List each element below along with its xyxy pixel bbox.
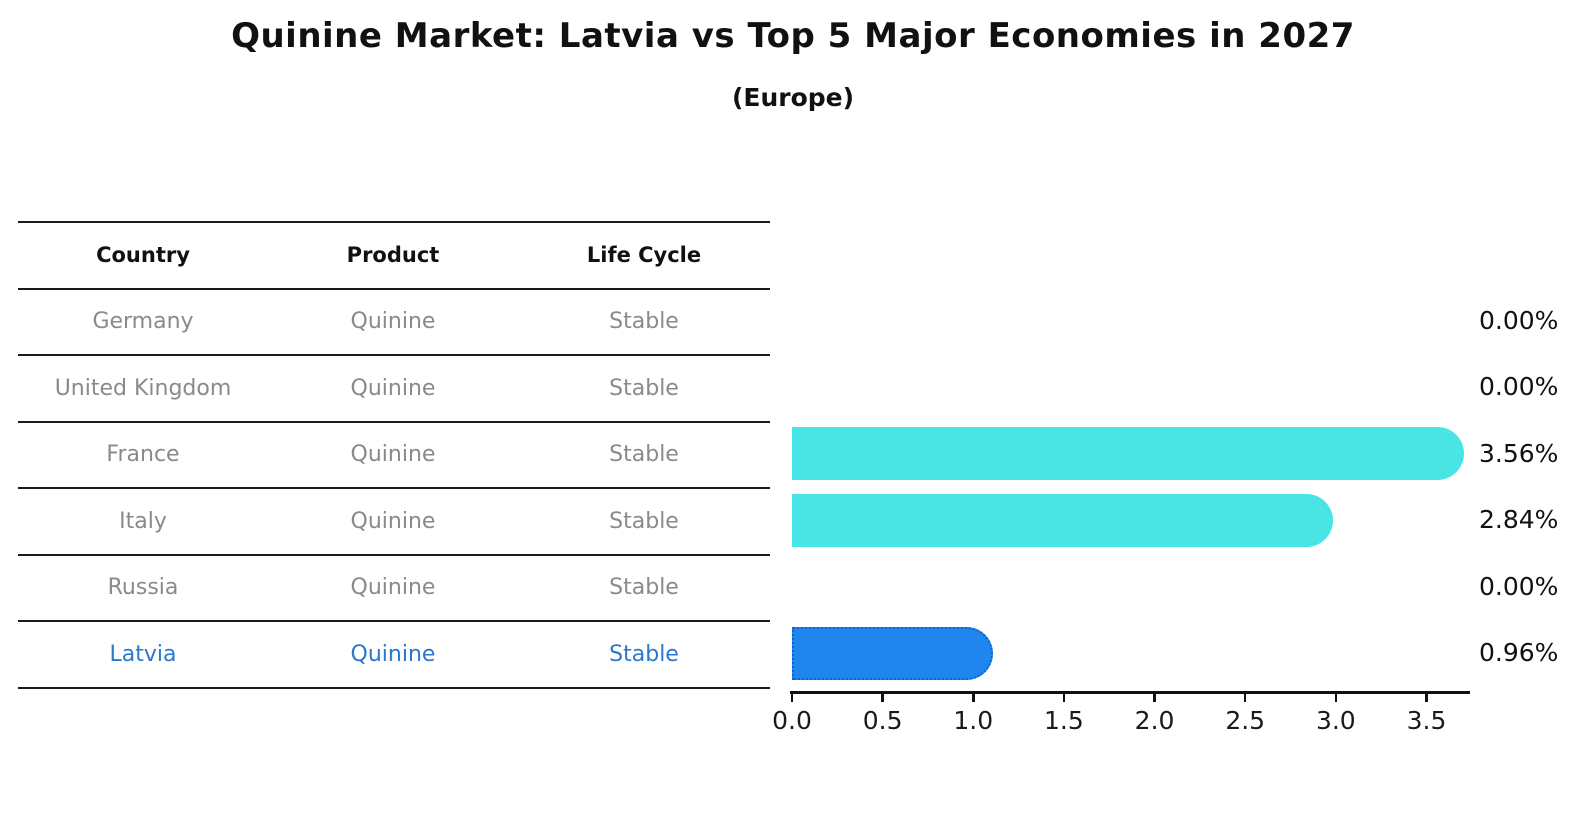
cell-life-cycle: Stable [518,621,770,689]
cell-life-cycle: Stable [518,421,770,489]
cell-life-cycle: Stable [518,488,770,556]
x-axis-tick-label: 3.0 [1315,706,1356,735]
table-header-country: Country [18,222,268,290]
x-axis-tick [1334,693,1338,702]
cell-product: Quinine [268,421,518,489]
cell-product: Quinine [268,355,518,423]
cell-country: Italy [18,488,268,556]
chart-subtitle: (Europe) [731,83,855,112]
cell-country: Latvia [18,621,268,689]
x-axis-tick [1153,693,1156,702]
x-axis-tick [972,693,975,702]
cell-product: Quinine [268,621,518,689]
value-label-russia: 0.00% [1479,571,1559,601]
x-axis-tick-label: 3.5 [1406,706,1447,735]
table-row-latvia: Latvia Quinine Stable [18,621,770,689]
table-row-germany: Germany Quinine Stable [18,288,770,356]
value-label-france: 3.56% [1479,438,1559,468]
cell-country: Germany [18,288,268,356]
value-label-germany: 0.00% [1479,305,1559,335]
bar-italy [792,493,1334,547]
x-axis-tick [881,693,884,702]
x-axis-line [790,691,1470,694]
table-header-row: Country Product Life Cycle [18,222,770,290]
x-axis-tick-label: 0.0 [772,706,812,735]
x-axis-tick [1062,693,1066,702]
table-header-product: Product [268,222,518,290]
table-row-italy: Italy Quinine Stable [18,488,770,556]
x-axis-tick [790,693,794,702]
table-header-life-cycle: Life Cycle [518,222,770,290]
chart-title: Quinine Market: Latvia vs Top 5 Major Ec… [231,16,1355,56]
cell-product: Quinine [268,288,518,356]
x-axis-tick-label: 2.5 [1225,706,1266,735]
x-axis-tick [1425,693,1428,702]
cell-life-cycle: Stable [518,355,770,423]
table-row-russia: Russia Quinine Stable [18,554,770,622]
value-label-italy: 2.84% [1479,505,1559,535]
cell-life-cycle: Stable [518,288,770,356]
x-axis-tick-label: 1.5 [1044,706,1084,735]
bar-latvia [792,626,993,680]
table-row-france: France Quinine Stable [18,421,770,489]
table-row-united-kingdom: United Kingdom Quinine Stable [18,355,770,423]
cell-life-cycle: Stable [518,554,770,622]
cell-country: Russia [18,554,268,622]
cell-product: Quinine [268,554,518,622]
bar-france [792,427,1464,481]
value-label-latvia: 0.96% [1479,638,1559,668]
x-axis-tick-label: 1.0 [953,706,994,735]
value-label-united-kingdom: 0.00% [1479,372,1559,402]
cell-country: France [18,421,268,489]
x-axis-tick-label: 2.0 [1134,706,1175,735]
country-table: Country Product Life Cycle Germany Quini… [18,221,770,689]
x-axis-tick [1243,693,1247,702]
x-axis-tick-label: 0.5 [862,706,903,735]
cell-country: United Kingdom [18,355,268,423]
cell-product: Quinine [268,488,518,556]
